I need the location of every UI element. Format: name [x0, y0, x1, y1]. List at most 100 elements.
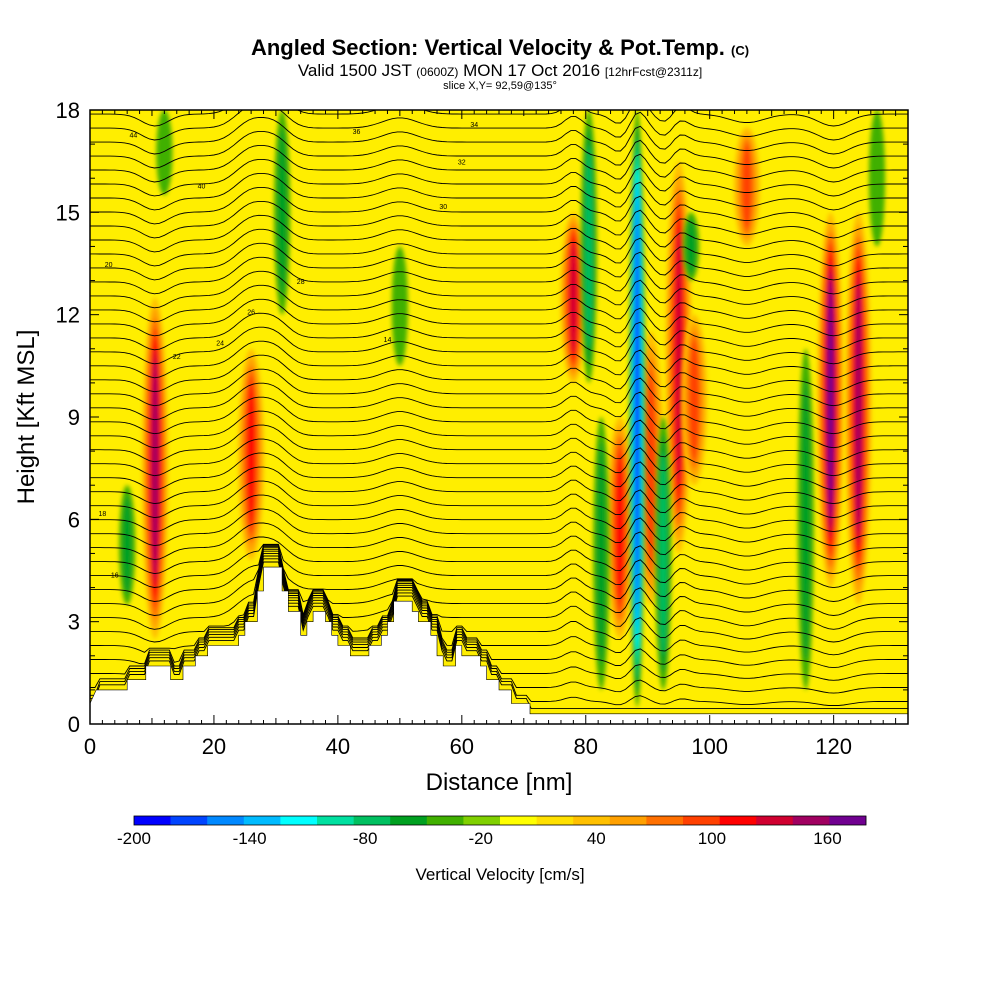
title-block: Angled Section: Vertical Velocity & Pot.…: [0, 35, 1000, 93]
downdraft-7: [655, 417, 672, 690]
colorbar-swatch-11: [536, 816, 574, 825]
isentrope-19: [90, 424, 908, 463]
isentrope-2: [90, 555, 908, 694]
colorbar-tick-label-160: 160: [813, 829, 841, 848]
colorbar-tick-label-100: 100: [698, 829, 726, 848]
isentrope-38: [90, 158, 908, 197]
isentrope-4: [90, 550, 908, 669]
isentrope-42: [90, 110, 908, 141]
downdraft-6: [629, 110, 646, 707]
colorbar-swatch-9: [463, 816, 501, 825]
isentrope-label-3: 34: [470, 122, 478, 129]
y-tick-label-12: 12: [56, 303, 80, 328]
isentrope-28: [90, 298, 908, 337]
downdraft-2-level-1: [277, 128, 287, 297]
isentrope-32: [90, 242, 908, 281]
isentrope-31: [90, 256, 908, 295]
colorbar: -200 -140 -80 -20 40 100 160: [117, 815, 867, 848]
x-tick-label-0: 0: [84, 734, 96, 759]
isentrope-24: [90, 354, 908, 393]
chart-valid-time: Valid 1500 JST (0600Z) MON 17 Oct 2016 […: [297, 61, 703, 80]
isentrope-30: [90, 270, 908, 309]
isentrope-33: [90, 228, 908, 267]
updraft-9: [845, 212, 872, 605]
colorbar-swatch-16: [719, 816, 757, 825]
downdraft-5-level-1: [596, 441, 607, 666]
downdraft-8-level-1: [686, 218, 696, 275]
isentrope-1: [90, 558, 908, 706]
isentrope-40: [90, 130, 908, 169]
updraft-2: [560, 212, 587, 383]
isentrope-25: [90, 340, 908, 379]
terrain: [90, 566, 908, 724]
isentrope-label-10: 20: [105, 262, 113, 269]
updraft-0-level-6: [152, 359, 158, 578]
downdraft-6-level-8: [635, 223, 639, 594]
isentrope-label-6: 28: [297, 279, 305, 286]
colorbar-title: Vertical Velocity [cm/s]: [415, 865, 584, 884]
updraft-5-level-5: [675, 229, 682, 486]
colorbar-swatch-18: [792, 816, 830, 825]
updraft-3-level-4: [616, 453, 624, 603]
colorbar-swatch-5: [317, 816, 354, 825]
isentrope-27: [90, 312, 908, 351]
y-tick-label-6: 6: [68, 507, 80, 532]
x-tick-label-20: 20: [202, 734, 226, 759]
downdraft-0: [119, 485, 136, 605]
y-tick-label-0: 0: [68, 712, 80, 737]
updraft-8-level-7: [828, 281, 833, 519]
colorbar-swatch-1: [170, 816, 208, 825]
x-axis-title: Distance [nm]: [426, 769, 573, 796]
isentrope-14: [90, 494, 908, 533]
chart-slice-info: slice X,Y= 92,59@135°: [443, 80, 557, 92]
colorbar-swatch-6: [353, 816, 391, 825]
isentrope-10: [90, 543, 908, 589]
updraft-8: [817, 212, 844, 588]
updraft-7-level-3: [742, 144, 752, 229]
chart-title: Angled Section: Vertical Velocity & Pot.…: [250, 35, 750, 60]
isentrope-16: [90, 466, 908, 505]
x-tick-label-40: 40: [326, 734, 350, 759]
updraft-6: [681, 314, 708, 486]
downdraft-5: [593, 417, 610, 690]
colorbar-tick-label--200: -200: [117, 829, 151, 848]
updraft-7: [733, 127, 760, 247]
isentrope-label-4: 32: [458, 160, 466, 167]
downdraft-0-level-1: [122, 495, 133, 594]
updraft-3: [606, 416, 633, 639]
updraft-6-level-3: [689, 340, 699, 460]
colorbar-frame: [133, 815, 867, 826]
isentrope-29: [90, 284, 908, 323]
downdraft-7-level-2: [659, 452, 667, 655]
x-tick-label-80: 80: [574, 734, 598, 759]
isentrope-18: [90, 438, 908, 477]
isentrope-26: [90, 326, 908, 365]
x-axis: 0 20 40 60 80 100 120: [84, 110, 909, 759]
isentrope-8: [90, 544, 908, 616]
y-tick-label-18: 18: [56, 98, 80, 123]
isentrope-13: [90, 508, 908, 547]
velocity-field: [119, 110, 886, 707]
downdraft-8: [683, 212, 700, 281]
isentrope-label-12: 16: [111, 572, 119, 579]
colorbar-swatch-10: [500, 816, 537, 825]
downdraft-3-level-0: [391, 246, 408, 366]
isentrope-23: [90, 368, 908, 407]
y-axis-title: Height [Kft MSL]: [13, 330, 40, 505]
isentrope-label-1: 40: [198, 183, 206, 190]
downdraft-9: [797, 348, 814, 690]
isentrope-34: [90, 214, 908, 253]
isentrope-15: [90, 480, 908, 519]
colorbar-tick-label--80: -80: [353, 829, 378, 848]
updraft-2-level-5: [570, 241, 577, 354]
isentrope-contours: 44 40 36 34 32 30 28 26 24 22 20 18 16 14: [90, 110, 908, 710]
isentrope-17: [90, 452, 908, 491]
colorbar-swatch-12: [573, 816, 611, 825]
isentrope-6: [90, 547, 908, 643]
downdraft-4: [580, 110, 597, 383]
x-tick-label-120: 120: [815, 734, 852, 759]
updraft-9-level-6: [855, 282, 862, 535]
isentrope-21: [90, 396, 908, 435]
isentrope-label-13: 14: [384, 337, 392, 344]
